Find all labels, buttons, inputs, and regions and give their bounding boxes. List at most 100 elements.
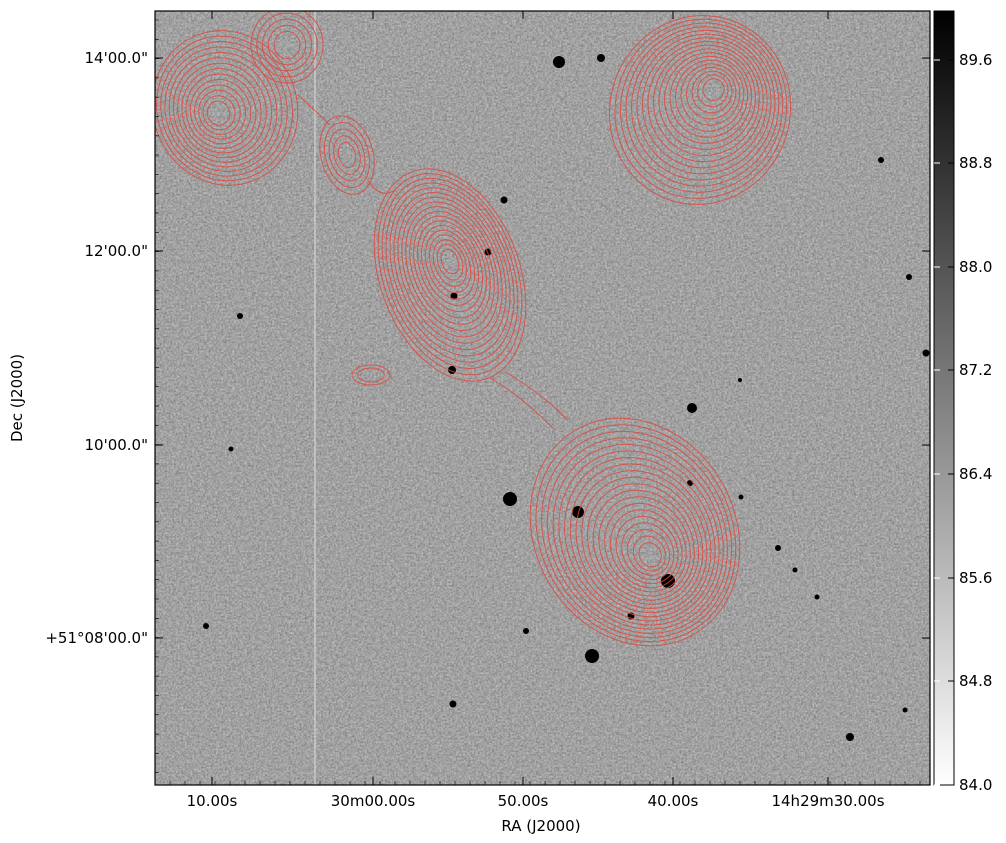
contour-line: [675, 59, 745, 132]
contour-line: [381, 177, 519, 369]
contour-bridge: [297, 94, 331, 126]
contour-line: [529, 417, 741, 647]
contour-line: [202, 95, 236, 131]
contour-line: [262, 18, 312, 72]
point-source: [846, 733, 854, 741]
colorbar-tick-label: 88.0: [959, 258, 992, 276]
point-source: [500, 196, 508, 204]
contour-line: [168, 51, 278, 168]
contour-line: [337, 141, 357, 169]
contour-line: [575, 470, 708, 614]
contour-line: [440, 248, 460, 275]
contour-line: [319, 115, 375, 195]
contour-line: [632, 535, 667, 572]
contour-line: [428, 234, 472, 294]
contour-line: [417, 220, 483, 313]
colorbar-tick-label: 84.0: [959, 776, 992, 794]
contour-line: [357, 367, 385, 383]
y-tick-label: 14'00.0": [84, 49, 148, 67]
y-tick-label: 12'00.0": [84, 242, 148, 260]
contour-bridge: [504, 371, 569, 421]
x-tick-label: 14h29m30.00s: [771, 792, 884, 810]
contour-line: [702, 78, 725, 102]
contour-line: [172, 57, 273, 163]
contour-line: [625, 26, 780, 187]
contour-line: [609, 509, 683, 589]
contour-line: [569, 463, 712, 618]
point-source: [687, 480, 693, 486]
contour-line: [256, 12, 318, 78]
contour-line: [164, 46, 283, 172]
contour-line: [405, 206, 495, 332]
x-tick-label: 50.00s: [498, 792, 549, 810]
point-source: [503, 492, 517, 506]
y-axis-label: Dec (J2000): [8, 354, 26, 442]
contour-line: [373, 168, 527, 382]
contour-line: [385, 182, 515, 363]
x-tick-label: 30m00.00s: [331, 792, 416, 810]
plot-frame: [154, 10, 931, 786]
contour-line: [432, 239, 468, 287]
point-source: [902, 707, 908, 713]
contour-line: [351, 364, 391, 386]
contour-line: [160, 41, 288, 177]
point-source: [906, 274, 912, 280]
contour-line: [615, 515, 679, 585]
contour-line: [377, 173, 523, 376]
contour-line: [424, 229, 476, 300]
contour-line: [401, 201, 499, 338]
contour-line: [592, 489, 695, 601]
point-source: [775, 545, 781, 551]
contour-bridge: [367, 179, 396, 194]
point-source: [203, 623, 209, 629]
contour-line: [680, 63, 741, 126]
contour-line: [581, 476, 704, 609]
contour-line: [630, 29, 776, 181]
point-source: [585, 649, 599, 663]
point-source: [814, 594, 820, 600]
contour-line: [328, 128, 366, 182]
colorbar-tick-label: 89.6: [959, 51, 992, 69]
point-source: [228, 446, 234, 452]
colorbar-tick-label: 85.6: [959, 569, 992, 587]
contour-line: [697, 74, 729, 108]
image-panel: [155, 11, 930, 785]
contour-line: [413, 215, 487, 319]
contour-line: [641, 37, 768, 169]
point-source: [523, 628, 529, 634]
contour-line: [686, 67, 737, 120]
contour-line: [638, 542, 662, 568]
colorbar: 89.6 88.8 88.0 87.2 86.4 85.6 84.8 84.0: [933, 10, 992, 794]
point-source: [738, 378, 742, 382]
contour-line: [436, 243, 464, 281]
y-tick-label: 10'00.0": [84, 436, 148, 454]
contour-line: [250, 11, 324, 84]
contour-line: [155, 35, 294, 182]
contour-line: [598, 496, 691, 597]
colorbar-tick-label: 86.4: [959, 465, 992, 483]
contour-line: [267, 24, 307, 66]
point-source: [553, 56, 565, 68]
contour-line: [323, 121, 371, 189]
contour-line: [652, 44, 760, 157]
contour-line: [155, 30, 299, 186]
contour-line: [389, 187, 511, 357]
x-tick-label: 40.00s: [648, 792, 699, 810]
x-tick-label: 10.00s: [187, 792, 238, 810]
contour-line: [621, 522, 675, 580]
contour-line: [658, 48, 756, 150]
point-source: [687, 403, 697, 413]
y-axis: 14'00.0" 12'00.0" 10'00.0" +51°08'00.0": [45, 19, 930, 774]
contour-line: [273, 30, 301, 60]
contour-line: [664, 52, 752, 144]
contour-line: [647, 41, 764, 163]
contour-line: [177, 62, 267, 159]
colorbar-tick-label: 87.2: [959, 361, 992, 379]
point-source: [450, 292, 458, 300]
contour-line: [614, 18, 788, 199]
contour-line: [586, 483, 700, 605]
point-source: [449, 700, 457, 708]
contour-line: [206, 100, 231, 126]
contour-line: [608, 15, 792, 205]
contour-line: [535, 424, 737, 643]
